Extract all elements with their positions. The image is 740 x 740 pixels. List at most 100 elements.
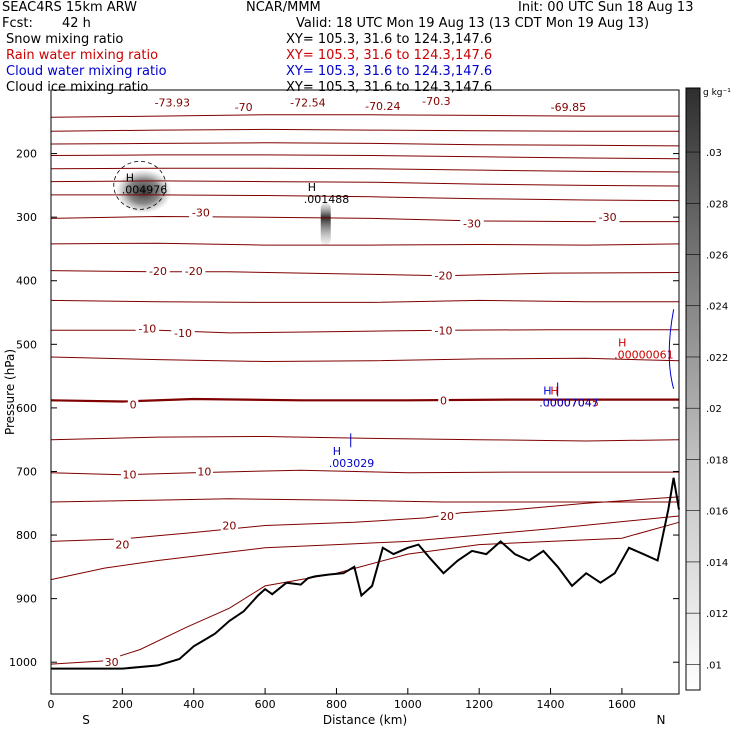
rain-max-0-value: .00000061 — [614, 349, 674, 362]
shaded-max-0-value: .004976 — [122, 183, 168, 196]
field-name-snow: Snow mixing ratio — [6, 32, 124, 47]
cloud-water-max-0-value: .003029 — [329, 457, 375, 470]
isotherm--45 — [50, 180, 680, 187]
isotherm-label-bg — [220, 518, 238, 532]
colorbar-unit: g kg⁻¹ — [703, 88, 731, 98]
field-xy-cloud-ice: XY= 105.3, 31.6 to 124.3,147.6 — [286, 80, 493, 95]
valid-time: Valid: 18 UTC Mon 19 Aug 13 (13 CDT Mon … — [296, 16, 650, 31]
south-label: S — [82, 713, 90, 727]
x-tick-label: 1400 — [537, 698, 565, 711]
isotherm-30 — [50, 521, 680, 665]
isotherm--40 — [51, 194, 680, 202]
isotherm-label-bg — [361, 98, 405, 112]
cloud-water-max-0-h: H — [333, 445, 341, 458]
field-xy-rain: XY= 105.3, 31.6 to 124.3,147.6 — [286, 48, 493, 63]
isotherm-label: -10 — [174, 327, 192, 340]
isotherm-label: -20 — [185, 265, 203, 278]
isotherm-label-bg — [150, 95, 194, 109]
cloud-water-contour — [668, 309, 675, 389]
fcst-label: Fcst: — [2, 16, 33, 31]
cloud-ice-maximum-shading — [320, 202, 331, 245]
isotherm-label-bg — [181, 264, 206, 278]
isotherm-15 — [50, 498, 679, 503]
isotherm-label: -20 — [149, 265, 167, 278]
isotherm-20 — [50, 496, 680, 542]
y-tick-label: 200 — [16, 148, 37, 161]
plot-frame — [50, 89, 680, 695]
model-title: SEAC4RS 15km ARW — [2, 0, 138, 15]
x-tick-label: 600 — [255, 698, 276, 711]
isotherm--50 — [50, 167, 680, 173]
isotherm-label-bg — [195, 464, 213, 478]
colorbar-tick-label: .03 — [706, 148, 722, 159]
isotherm-label: -30 — [463, 218, 481, 231]
x-tick-label: 1600 — [608, 698, 636, 711]
isotherm-label: -30 — [599, 211, 617, 224]
isotherm-label-bg — [546, 100, 590, 114]
shaded-max-1-h: H — [308, 181, 316, 194]
isotherm--60 — [50, 142, 680, 147]
isotherm-label-bg — [113, 537, 131, 551]
colorbar — [685, 87, 701, 691]
isotherm-label: 20 — [440, 510, 454, 523]
snow-maximum-shading — [115, 169, 172, 214]
field-xy-cloud-water: XY= 105.3, 31.6 to 124.3,147.6 — [286, 64, 493, 79]
isotherm-0 — [50, 397, 679, 403]
x-tick-label: 1200 — [465, 698, 493, 711]
shaded-max-0-h: H — [126, 171, 134, 184]
colorbar-tick-label: .01 — [706, 660, 722, 671]
x-tick-label: 0 — [48, 698, 55, 711]
isotherm-label: -69.85 — [551, 101, 586, 114]
field-xy-snow: XY= 105.3, 31.6 to 124.3,147.6 — [286, 32, 493, 47]
x-tick-label: 1000 — [394, 698, 422, 711]
isotherm--55 — [50, 154, 680, 160]
rain-max-1-h: H — [550, 384, 558, 397]
field-name-rain: Rain water mixing ratio — [6, 48, 159, 63]
isotherm-label-bg — [146, 264, 170, 278]
isotherm-label: 20 — [222, 520, 236, 533]
isotherm-label: 0 — [130, 399, 137, 412]
y-tick-label: 300 — [16, 211, 37, 224]
colorbar-tick-label: .022 — [706, 353, 728, 364]
isotherm-label: 10 — [123, 469, 137, 482]
isotherm-label: 10 — [197, 465, 211, 478]
isotherm-label-bg — [286, 95, 330, 109]
field-name-cloud-water: Cloud water mixing ratio — [6, 64, 167, 79]
y-tick-label: 1000 — [9, 656, 37, 669]
y-tick-label: 500 — [16, 338, 37, 351]
shaded-max-1-value: .001488 — [304, 193, 350, 206]
colorbar-tick-label: .012 — [706, 609, 728, 620]
isotherm-label: -73.93 — [155, 97, 190, 110]
isotherm--65 — [50, 128, 679, 132]
fcst-value: 42 h — [62, 16, 91, 31]
y-tick-label: 800 — [16, 529, 37, 542]
isotherm-label: 20 — [115, 539, 129, 552]
isotherm-10 — [50, 469, 679, 476]
isotherm-label-bg — [121, 467, 138, 481]
isotherm-label-bg — [438, 508, 456, 522]
isotherm-label-bg — [438, 393, 449, 407]
snow-maximum-outline — [113, 160, 167, 210]
isotherm-label: -20 — [435, 270, 453, 283]
init-time: Init: 00 UTC Sun 18 Aug 13 — [518, 0, 694, 15]
isotherm--25 — [50, 242, 680, 246]
x-tick-label: 200 — [112, 698, 133, 711]
colorbar-tick-label: .014 — [706, 558, 728, 569]
isotherm--5 — [50, 356, 680, 363]
cloud-water-max-1-h: H — [543, 384, 551, 397]
colorbar-tick-label: .028 — [706, 199, 728, 210]
isotherm-label: -70.3 — [422, 95, 450, 108]
isotherm-label-bg — [431, 268, 456, 282]
isotherm--20 — [50, 270, 680, 277]
colorbar-tick-label: .02 — [706, 404, 722, 415]
colorbar-tick-label: .026 — [706, 251, 728, 262]
isotherm-label-bg — [135, 321, 160, 335]
isotherm-label-bg — [460, 216, 484, 230]
north-label: N — [657, 713, 666, 727]
y-axis-label: Pressure (hPa) — [3, 349, 17, 435]
terrain-line — [51, 477, 680, 670]
y-tick-label: 700 — [16, 465, 37, 478]
field-name-cloud-ice: Cloud ice mixing ratio — [6, 80, 149, 95]
colorbar-tick-label: .024 — [706, 302, 728, 313]
